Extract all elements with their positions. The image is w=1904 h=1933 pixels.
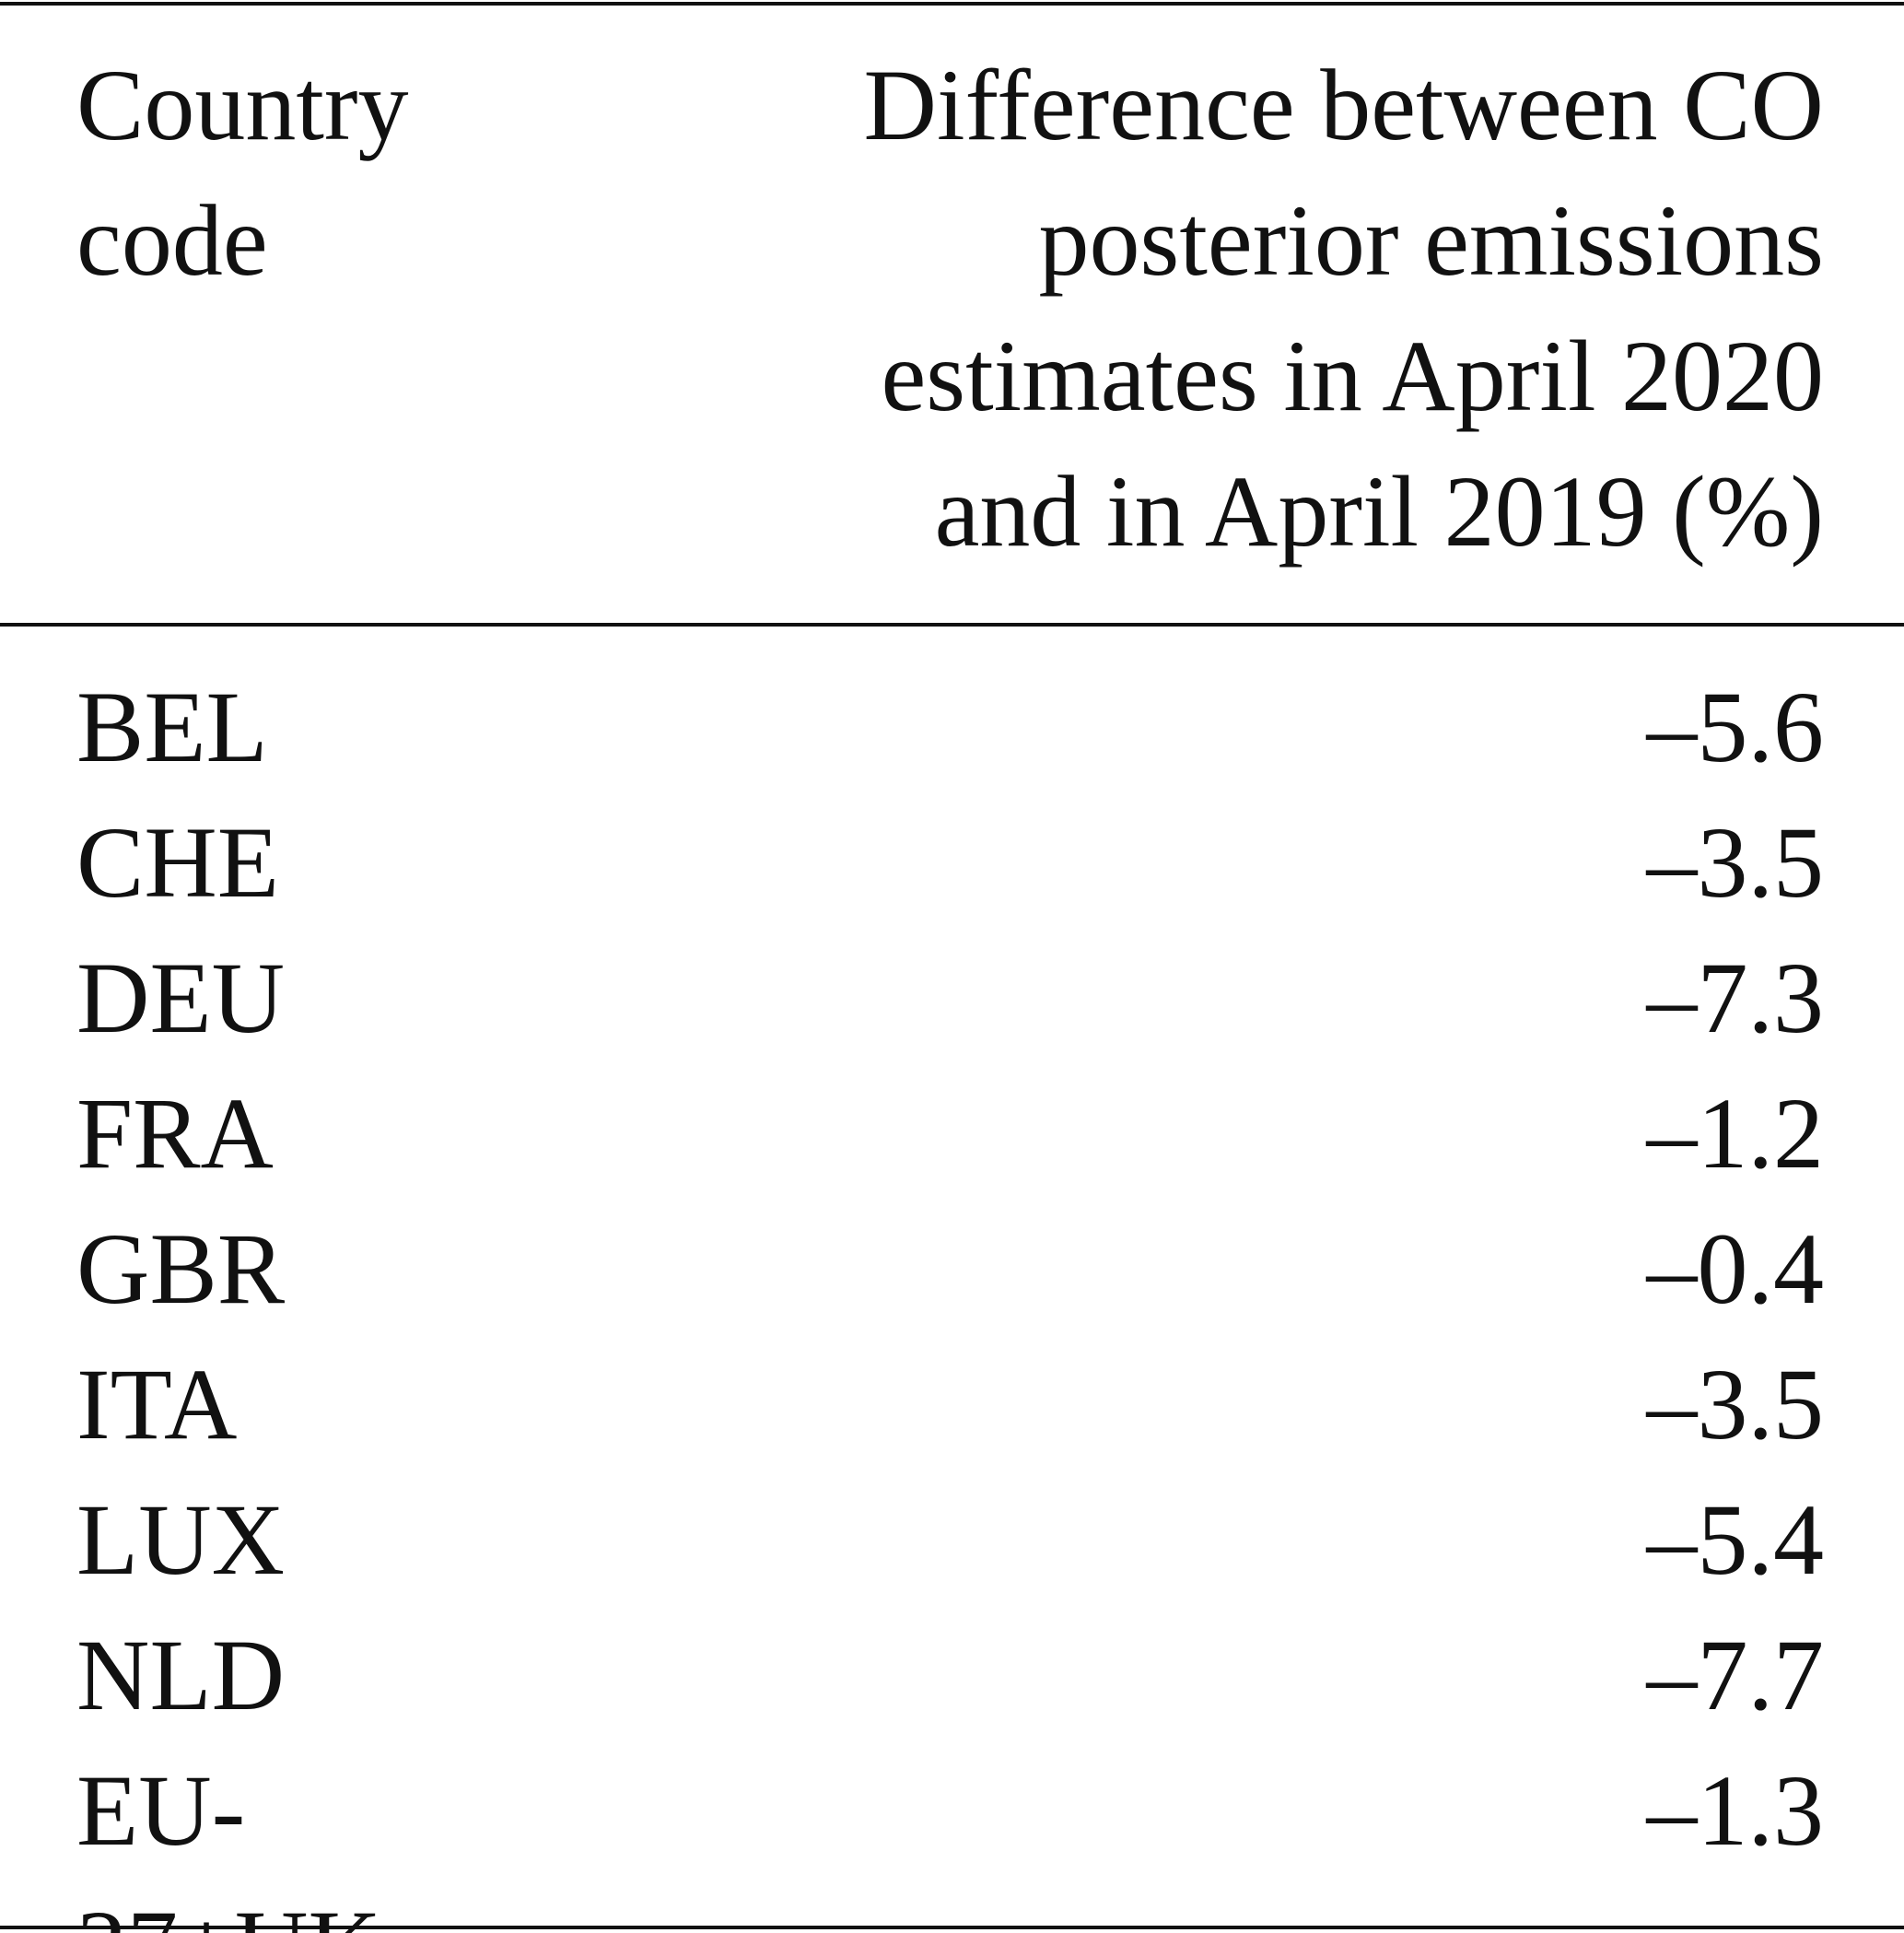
header-cell: Difference between CO posterior emission…: [863, 49, 1824, 568]
value-cell: –3.5: [1646, 806, 1825, 919]
value-cell: –5.6: [1646, 671, 1825, 783]
country-cell: CHE: [76, 806, 279, 919]
value-cell: –1.3: [1646, 1754, 1825, 1867]
country-cell: GBR: [76, 1213, 286, 1325]
value-cell: –3.5: [1646, 1348, 1825, 1460]
country-cell: DEU: [76, 942, 286, 1054]
country-cell: LUX: [76, 1483, 286, 1596]
country-cell: BEL: [76, 671, 268, 783]
country-cell: NLD: [76, 1619, 286, 1731]
value-cell: –0.4: [1646, 1213, 1825, 1325]
country-cell: ITA: [76, 1348, 238, 1460]
header-cell: Country code: [76, 49, 409, 297]
country-cell: FRA: [76, 1077, 274, 1189]
bottom-rule: [0, 1926, 1904, 1929]
top-rule: [0, 2, 1904, 6]
value-cell: –7.3: [1646, 942, 1825, 1054]
value-cell: –5.4: [1646, 1483, 1825, 1596]
country-cell: EU-27+UK: [76, 1754, 381, 1933]
value-cell: –7.7: [1646, 1619, 1825, 1731]
value-cell: –1.2: [1646, 1077, 1825, 1189]
mid-rule: [0, 623, 1904, 627]
